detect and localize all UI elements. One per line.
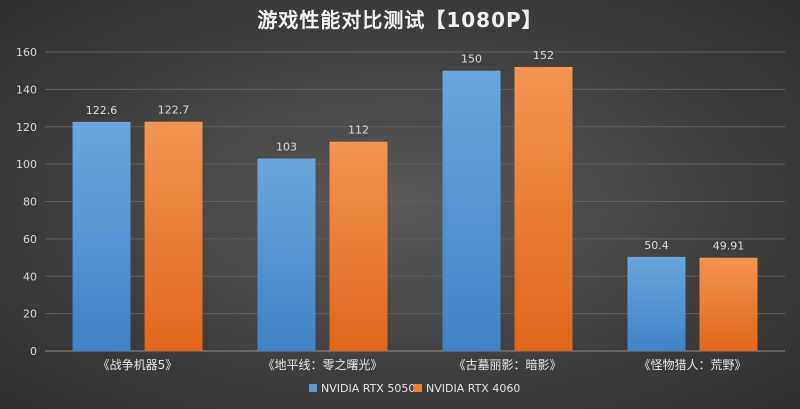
legend-label: NVIDIA RTX 4060 [426,382,520,395]
legend-swatch-rtx4060 [414,384,422,392]
data-label: 122.7 [158,104,190,117]
bar-rtx4060 [329,141,388,351]
data-label: 103 [276,141,297,154]
chart-title: 游戏性能对比测试【1080P】 [257,8,543,32]
y-tick-label: 140 [16,83,37,96]
bar-rtx5050 [442,70,501,351]
bar-rtx4060 [144,121,203,351]
legend-label: NVIDIA RTX 5050 [321,382,415,395]
data-label: 49.91 [713,240,745,253]
y-tick-label: 0 [30,345,37,358]
bar-rtx5050 [257,158,316,351]
y-tick-label: 120 [16,121,37,134]
bar-rtx5050 [627,256,686,351]
y-tick-label: 40 [23,270,37,283]
bar-rtx4060 [699,257,758,351]
y-tick-label: 160 [16,46,37,59]
data-label: 150 [461,53,482,66]
data-label: 122.6 [86,104,118,117]
bar-rtx4060 [514,66,573,351]
y-tick-label: 60 [23,233,37,246]
y-tick-label: 20 [23,308,37,321]
y-tick-label: 100 [16,158,37,171]
data-label: 50.4 [644,239,669,252]
x-category-label: 《战争机器5》 [98,358,178,372]
x-category-label: 《地平线：零之曙光》 [262,358,382,372]
y-tick-label: 80 [23,196,37,209]
x-category-label: 《怪物猎人：荒野》 [638,358,746,372]
legend-swatch-rtx5050 [309,384,317,392]
data-label: 112 [348,124,369,137]
bar-rtx5050 [72,121,131,351]
data-label: 152 [533,49,554,62]
x-category-label: 《古墓丽影：暗影》 [453,357,561,372]
